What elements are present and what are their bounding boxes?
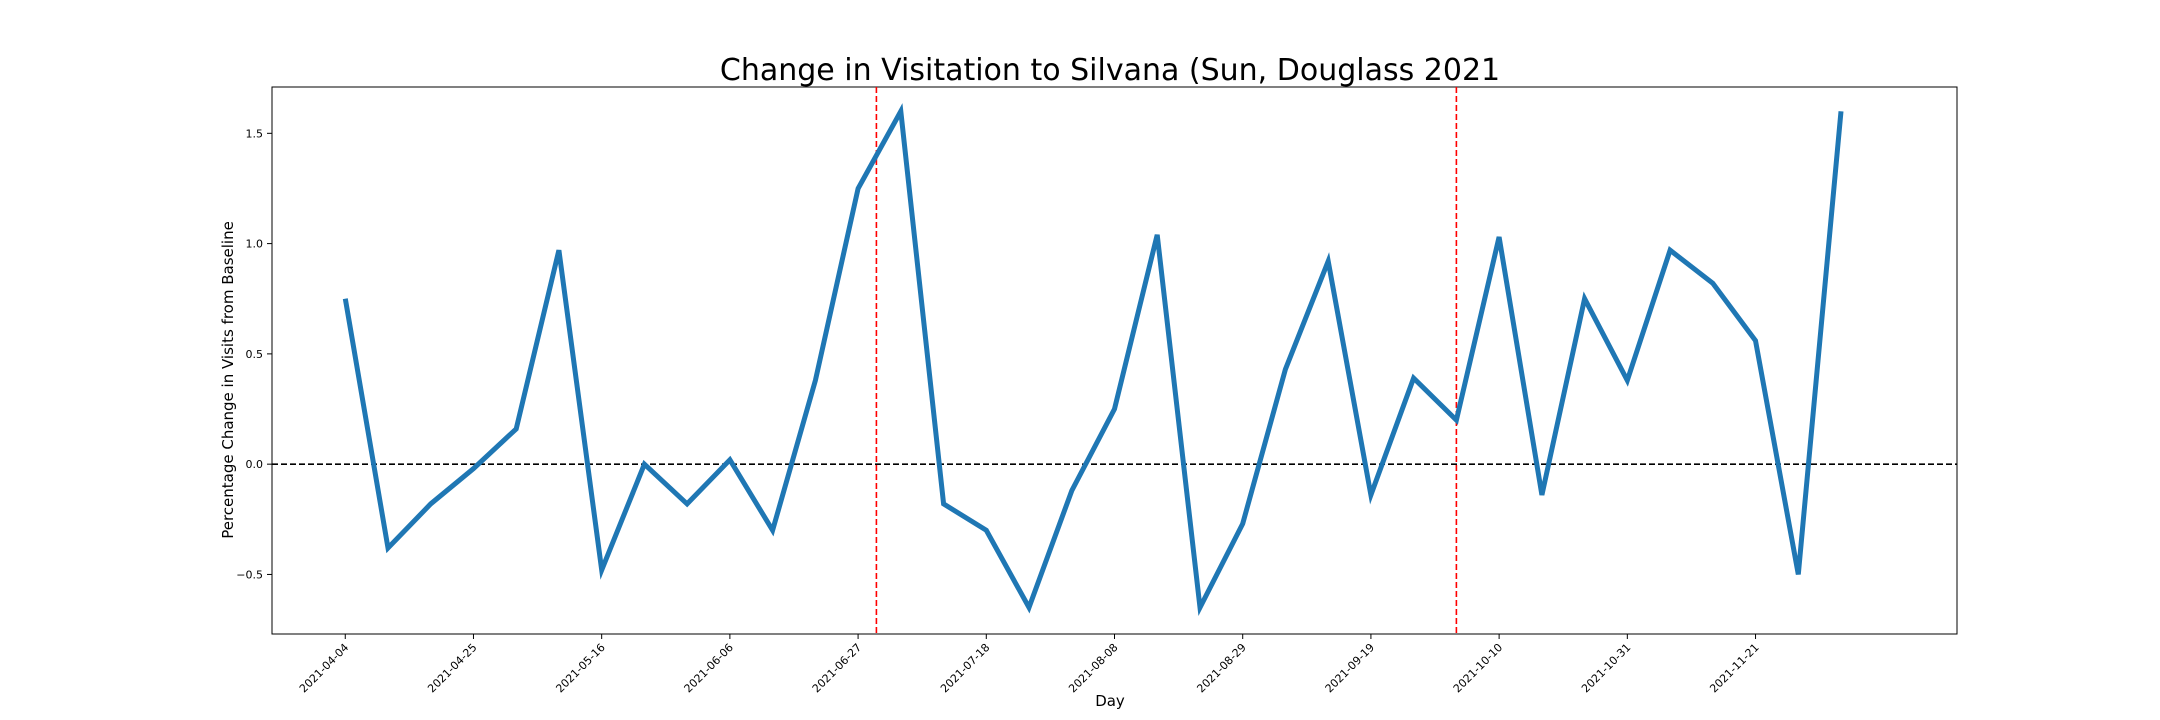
y-axis-ticks: −0.5 0.0 0.5 1.0 1.5: [236, 127, 272, 581]
x-tick-label: 2021-04-25: [425, 641, 479, 695]
plot-area: [271, 86, 1958, 635]
y-tick-label: 0.0: [246, 458, 264, 471]
y-tick-label: 1.5: [246, 127, 264, 140]
x-tick-label: 2021-06-27: [810, 641, 864, 695]
series-group: [342, 103, 1844, 617]
reference-lines: [272, 87, 1957, 634]
x-tick-label: 2021-09-19: [1323, 641, 1377, 695]
x-tick-label: 2021-10-31: [1579, 641, 1633, 695]
series-line-0: [342, 103, 1844, 617]
x-tick-label: 2021-08-08: [1066, 641, 1120, 695]
x-axis-ticks: 2021-04-04 2021-04-25 2021-05-16 2021-06-06…: [297, 634, 1762, 695]
x-tick-label: 2021-10-10: [1451, 641, 1505, 695]
x-axis-label: Day: [1095, 692, 1125, 710]
y-tick-label: −0.5: [236, 568, 263, 581]
y-tick-label: 0.5: [246, 348, 264, 361]
x-tick-label: 2021-04-04: [297, 641, 351, 695]
x-tick-label: 2021-07-18: [938, 641, 992, 695]
x-tick-label: 2021-08-29: [1194, 641, 1248, 695]
y-tick-label: 1.0: [246, 238, 264, 251]
x-tick-label: 2021-05-16: [553, 641, 607, 695]
chart-title: Change in Visitation to Silvana (Sun, Do…: [720, 53, 1500, 88]
x-tick-label: 2021-06-06: [682, 641, 736, 695]
x-tick-label: 2021-11-21: [1707, 641, 1761, 695]
y-axis-label: Percentage Change in Visits from Baselin…: [219, 221, 237, 539]
